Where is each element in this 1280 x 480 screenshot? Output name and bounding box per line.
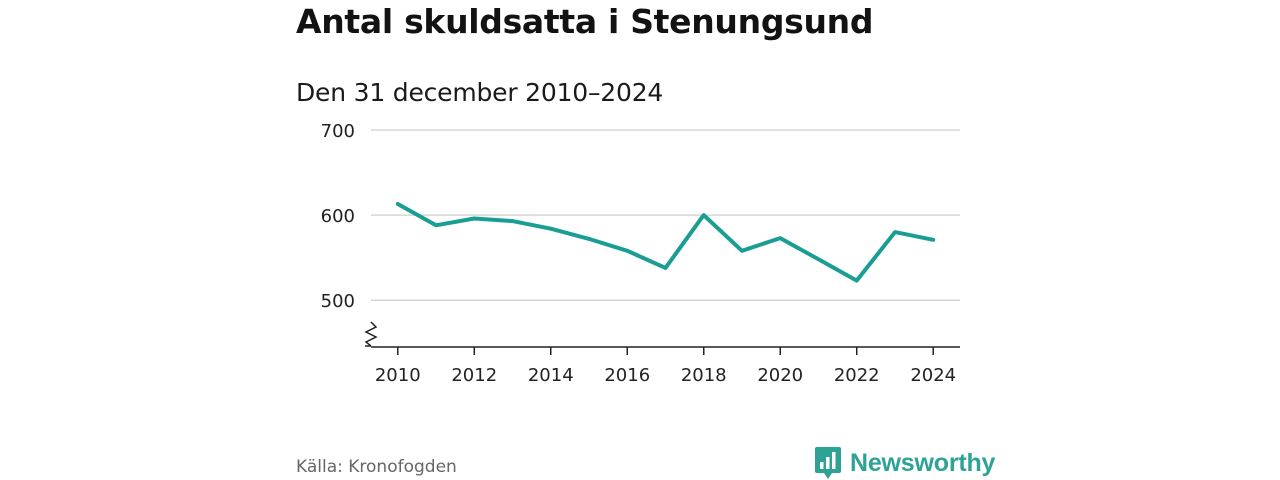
data-point-2015 — [587, 237, 591, 241]
x-tick-label-2022: 2022 — [834, 365, 880, 386]
brand-logo: Newsworthy — [814, 446, 995, 480]
x-tick-label-2010: 2010 — [375, 365, 421, 386]
y-tick-label-500: 500 — [321, 291, 355, 312]
source-note: Källa: Kronofogden — [296, 457, 457, 477]
data-point-2012 — [472, 217, 476, 221]
x-tick-label-2024: 2024 — [910, 365, 956, 386]
data-point-2010 — [396, 202, 400, 206]
brand-name: Newsworthy — [850, 448, 996, 477]
data-point-2022 — [855, 279, 859, 283]
data-point-2021 — [816, 257, 820, 261]
chart-subtitle: Den 31 december 2010–2024 — [296, 78, 664, 107]
chart-title: Antal skuldsatta i Stenungsund — [296, 2, 874, 41]
data-point-2023 — [893, 230, 897, 234]
data-point-2011 — [434, 223, 438, 227]
y-tick-label-600: 600 — [321, 206, 355, 227]
data-point-2013 — [511, 219, 515, 223]
data-point-2020 — [778, 236, 782, 240]
data-point-2017 — [664, 266, 668, 270]
data-point-2016 — [625, 249, 629, 253]
data-point-2014 — [549, 227, 553, 231]
y-tick-label-700: 700 — [321, 121, 355, 142]
series-line-0 — [395, 202, 936, 283]
x-tick-label-2020: 2020 — [757, 365, 803, 386]
x-tick-label-2014: 2014 — [528, 365, 574, 386]
y-axis-break-icon — [364, 321, 378, 347]
x-tick-label-2018: 2018 — [681, 365, 727, 386]
data-point-2024 — [931, 238, 935, 242]
data-point-2019 — [740, 249, 744, 253]
x-tick-label-2012: 2012 — [451, 365, 497, 386]
bar-chart-speech-bubble-icon — [815, 447, 841, 479]
data-point-2018 — [702, 213, 706, 217]
x-tick-label-2016: 2016 — [604, 365, 650, 386]
